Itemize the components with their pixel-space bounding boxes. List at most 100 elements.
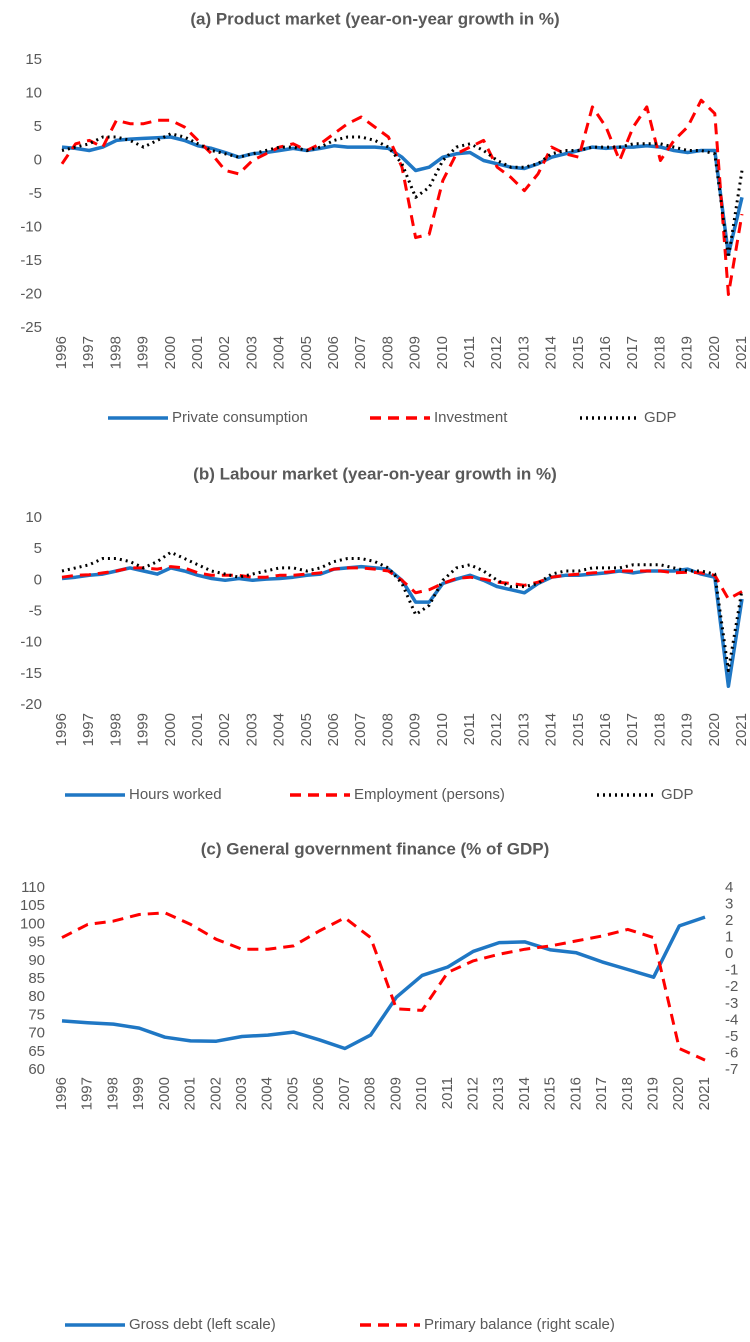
y-tick-label: 95 bbox=[28, 934, 45, 951]
y-tick-label: -25 bbox=[20, 319, 42, 336]
x-tick-label: 2017 bbox=[624, 336, 641, 369]
x-tick-label: 2011 bbox=[439, 1077, 456, 1109]
x-tick-label: 1997 bbox=[79, 1077, 96, 1110]
legend-label: GDP bbox=[661, 786, 694, 803]
x-tick-label: 2003 bbox=[233, 1077, 250, 1110]
x-tick-label: 2013 bbox=[515, 336, 532, 369]
y-tick-label: 80 bbox=[28, 988, 45, 1005]
series-line bbox=[61, 135, 744, 257]
x-tick-label: 1997 bbox=[80, 336, 97, 369]
series-line bbox=[61, 915, 706, 1051]
x-tick-label: 2012 bbox=[488, 713, 505, 746]
x-tick-label: 2021 bbox=[696, 1077, 713, 1110]
y-tick-label: 65 bbox=[28, 1043, 45, 1060]
y-tick-label: 0 bbox=[34, 151, 42, 168]
y-tick-label: -10 bbox=[20, 218, 42, 235]
x-tick-label: 2020 bbox=[706, 336, 723, 369]
y-tick-label: 10 bbox=[25, 84, 42, 101]
legend-label: Investment bbox=[434, 409, 508, 426]
x-tick-label: 2014 bbox=[543, 713, 560, 746]
x-tick-label: 2000 bbox=[162, 336, 179, 369]
x-tick-label: 2005 bbox=[284, 1077, 301, 1110]
x-tick-label: 2002 bbox=[216, 336, 233, 369]
x-tick-label: 2018 bbox=[651, 713, 668, 746]
series-line bbox=[61, 911, 706, 1062]
x-tick-label: 2009 bbox=[407, 713, 424, 746]
x-tick-label: 2000 bbox=[162, 713, 179, 746]
x-tick-label: 1998 bbox=[104, 1077, 121, 1110]
x-tick-label: 1999 bbox=[135, 713, 152, 746]
x-tick-label: 2019 bbox=[679, 336, 696, 369]
x-tick-label: 2016 bbox=[567, 1077, 584, 1110]
x-tick-label: 1996 bbox=[53, 713, 70, 746]
x-tick-label: 2005 bbox=[298, 713, 315, 746]
legend-label: Hours worked bbox=[129, 786, 222, 803]
x-tick-label: 2004 bbox=[271, 336, 288, 369]
x-tick-label: 2015 bbox=[542, 1077, 559, 1110]
x-tick-label: 2001 bbox=[189, 336, 206, 369]
x-tick-label: 2007 bbox=[352, 713, 369, 746]
x-tick-label: 1997 bbox=[80, 713, 97, 746]
x-tick-label: 2007 bbox=[336, 1077, 353, 1110]
x-tick-label: 2020 bbox=[706, 713, 723, 746]
x-tick-label: 2017 bbox=[593, 1077, 610, 1110]
y-tick-label: 60 bbox=[28, 1061, 45, 1078]
y2-tick-label: 2 bbox=[725, 912, 733, 929]
y-tick-label: 85 bbox=[28, 970, 45, 987]
x-tick-label: 2014 bbox=[516, 1077, 533, 1110]
x-tick-label: 2005 bbox=[298, 336, 315, 369]
x-tick-label: 2003 bbox=[243, 336, 260, 369]
x-tick-label: 2019 bbox=[645, 1077, 662, 1110]
y2-tick-label: -6 bbox=[725, 1044, 738, 1061]
legend-label: Gross debt (left scale) bbox=[129, 1316, 276, 1333]
y-tick-label: -15 bbox=[20, 252, 42, 269]
x-tick-label: 2016 bbox=[597, 336, 614, 369]
y-tick-label: 5 bbox=[34, 118, 42, 135]
x-tick-label: 2009 bbox=[407, 336, 424, 369]
x-tick-label: 1998 bbox=[107, 713, 124, 746]
y-tick-label: 110 bbox=[21, 879, 45, 896]
x-tick-label: 2004 bbox=[259, 1077, 276, 1110]
x-tick-label: 2000 bbox=[156, 1077, 173, 1110]
x-tick-label: 2010 bbox=[434, 713, 451, 746]
x-tick-label: 2014 bbox=[543, 336, 560, 369]
y2-tick-label: -1 bbox=[725, 962, 738, 979]
series-line bbox=[61, 132, 744, 260]
y-tick-label: -20 bbox=[20, 696, 42, 713]
chart-title: (c) General government finance (% of GDP… bbox=[201, 839, 550, 858]
x-tick-label: 2008 bbox=[379, 336, 396, 369]
x-tick-label: 2013 bbox=[490, 1077, 507, 1110]
x-tick-label: 2010 bbox=[434, 336, 451, 369]
y2-tick-label: -4 bbox=[725, 1011, 738, 1028]
y-tick-label: -15 bbox=[20, 665, 42, 682]
y-tick-label: 5 bbox=[34, 540, 42, 557]
legend-label: Employment (persons) bbox=[354, 786, 505, 803]
x-tick-label: 2002 bbox=[216, 713, 233, 746]
y2-tick-label: -5 bbox=[725, 1028, 738, 1045]
y-tick-label: 100 bbox=[20, 915, 45, 932]
y-tick-label: 10 bbox=[25, 509, 42, 526]
series-line bbox=[61, 550, 744, 673]
x-tick-label: 2008 bbox=[379, 713, 396, 746]
x-tick-label: 2006 bbox=[325, 336, 342, 369]
y-tick-label: 75 bbox=[28, 1006, 45, 1023]
y2-tick-label: 1 bbox=[725, 929, 733, 946]
y2-tick-label: -7 bbox=[725, 1061, 738, 1078]
legend-label: GDP bbox=[644, 409, 677, 426]
series-line bbox=[60, 98, 744, 296]
y2-tick-label: 0 bbox=[725, 945, 733, 962]
x-tick-label: 2012 bbox=[488, 336, 505, 369]
x-tick-label: 1996 bbox=[53, 336, 70, 369]
series-line bbox=[61, 565, 743, 601]
y-tick-label: 70 bbox=[28, 1025, 45, 1042]
x-tick-label: 2006 bbox=[310, 1077, 327, 1110]
y-tick-label: -10 bbox=[20, 634, 42, 651]
x-tick-label: 1999 bbox=[135, 336, 152, 369]
x-tick-label: 1999 bbox=[130, 1077, 147, 1110]
x-tick-label: 2011 bbox=[461, 336, 478, 368]
y2-tick-label: -3 bbox=[725, 995, 738, 1012]
x-tick-label: 2006 bbox=[325, 713, 342, 746]
x-tick-label: 2001 bbox=[182, 1077, 199, 1110]
x-tick-label: 2007 bbox=[352, 336, 369, 369]
x-tick-label: 2016 bbox=[597, 713, 614, 746]
